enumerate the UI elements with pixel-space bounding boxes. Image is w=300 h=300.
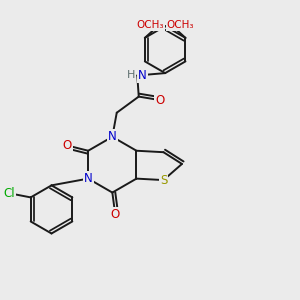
Text: N: N — [138, 69, 147, 82]
Text: O: O — [62, 139, 72, 152]
Text: OCH₃: OCH₃ — [167, 20, 194, 30]
Text: Cl: Cl — [3, 188, 15, 200]
Text: O: O — [111, 208, 120, 221]
Text: N: N — [84, 172, 93, 185]
Text: S: S — [160, 174, 167, 187]
Text: H: H — [127, 70, 135, 80]
Text: OCH₃: OCH₃ — [136, 20, 164, 30]
Text: N: N — [108, 130, 117, 143]
Text: O: O — [155, 94, 164, 106]
